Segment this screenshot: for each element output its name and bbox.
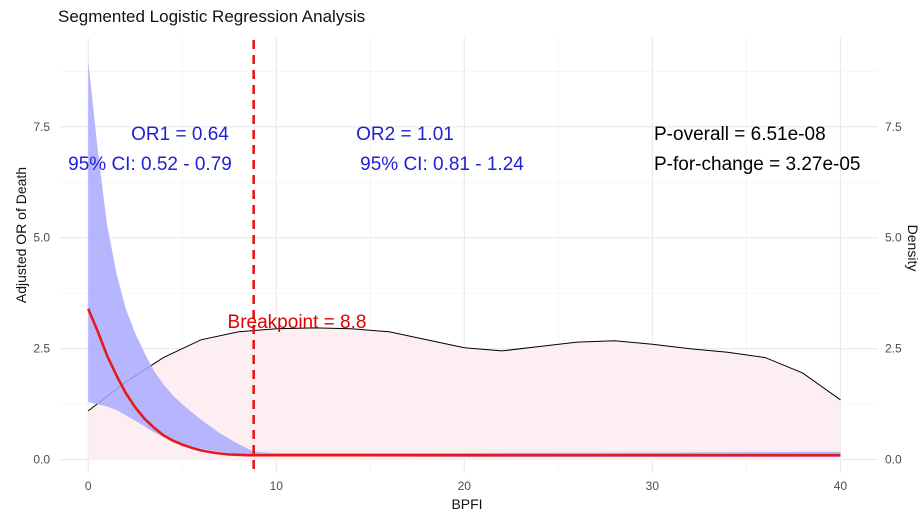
y2-tick-label: 2.5: [885, 342, 902, 356]
ticks: 0 10 20 30 40 0.0 2.5 5.0 7.5 0.0 2.5 5.0 7.5: [33, 120, 902, 493]
chart-title: Segmented Logistic Regression Analysis: [58, 7, 365, 26]
ci2-label: 95% CI: 0.81 - 1.24: [360, 154, 524, 175]
density-curve: [87, 327, 841, 412]
y-tick-label: 2.5: [33, 342, 50, 356]
y2-tick-label: 7.5: [885, 120, 902, 134]
p-change-label: P-for-change = 3.27e-05: [654, 154, 861, 175]
p-overall-label: P-overall = 6.51e-08: [654, 124, 826, 145]
ribbon-layer: [88, 60, 841, 457]
x-tick-label: 30: [646, 479, 660, 493]
x-tick-label: 20: [458, 479, 472, 493]
y-tick-label: 7.5: [33, 120, 50, 134]
or1-label: OR1 = 0.64: [131, 124, 229, 145]
y2-tick-label: 0.0: [885, 453, 902, 467]
x-tick-label: 0: [85, 479, 92, 493]
x-tick-label: 40: [834, 479, 848, 493]
y2-tick-label: 5.0: [885, 231, 902, 245]
line-layer: [87, 308, 841, 457]
ci1-label: 95% CI: 0.52 - 0.79: [68, 154, 232, 175]
or-curve: [87, 308, 841, 457]
y-tick-label: 0.0: [33, 453, 50, 467]
y-axis-label: Adjusted OR of Death: [13, 167, 29, 303]
y2-axis-label: Density: [905, 225, 921, 272]
y-tick-label: 5.0: [33, 231, 50, 245]
density-area: [88, 327, 841, 460]
confidence-ribbon: [88, 60, 841, 457]
x-axis-label: BPFI: [451, 496, 482, 512]
density-layer: [87, 327, 841, 460]
or2-label: OR2 = 1.01: [356, 124, 454, 145]
x-tick-label: 10: [270, 479, 284, 493]
breakpoint-label: Breakpoint = 8.8: [228, 312, 367, 333]
